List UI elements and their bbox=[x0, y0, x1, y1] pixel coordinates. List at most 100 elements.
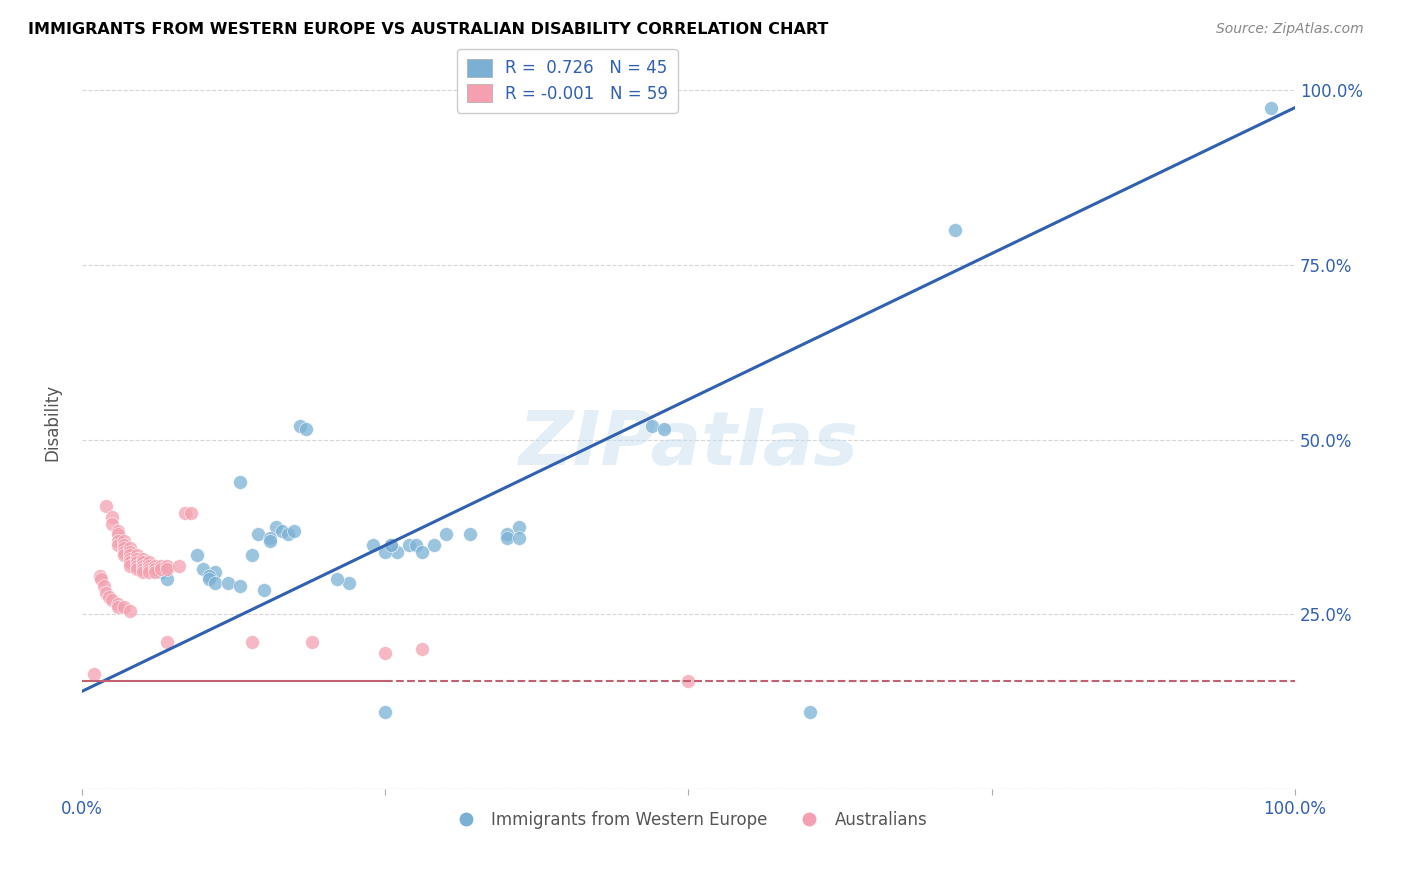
Point bbox=[138, 555, 160, 569]
Point bbox=[101, 593, 124, 607]
Point bbox=[107, 597, 129, 611]
Point bbox=[112, 541, 135, 555]
Point bbox=[271, 524, 294, 538]
Point bbox=[97, 590, 120, 604]
Point bbox=[678, 673, 700, 688]
Point bbox=[228, 579, 250, 593]
Point bbox=[259, 531, 281, 545]
Point bbox=[112, 600, 135, 615]
Point bbox=[112, 544, 135, 558]
Point bbox=[380, 537, 402, 551]
Point bbox=[458, 527, 481, 541]
Point bbox=[167, 558, 190, 573]
Point bbox=[120, 541, 142, 555]
Point bbox=[96, 499, 118, 513]
Point bbox=[180, 506, 202, 520]
Point bbox=[96, 586, 118, 600]
Point bbox=[228, 475, 250, 489]
Y-axis label: Disability: Disability bbox=[44, 384, 60, 461]
Point bbox=[93, 579, 115, 593]
Point bbox=[186, 548, 208, 562]
Point bbox=[125, 562, 148, 576]
Point bbox=[120, 544, 142, 558]
Point bbox=[174, 506, 197, 520]
Point bbox=[107, 524, 129, 538]
Point bbox=[120, 604, 142, 618]
Point bbox=[204, 566, 226, 580]
Point bbox=[149, 566, 172, 580]
Point bbox=[143, 566, 166, 580]
Point bbox=[325, 573, 347, 587]
Point bbox=[120, 551, 142, 566]
Point bbox=[398, 537, 420, 551]
Point bbox=[131, 562, 153, 576]
Point bbox=[193, 562, 215, 576]
Point bbox=[125, 548, 148, 562]
Point bbox=[799, 706, 821, 720]
Point bbox=[131, 551, 153, 566]
Point bbox=[107, 527, 129, 541]
Point bbox=[405, 537, 427, 551]
Point bbox=[156, 562, 179, 576]
Point bbox=[101, 509, 124, 524]
Point bbox=[156, 573, 179, 587]
Point bbox=[112, 548, 135, 562]
Point bbox=[125, 558, 148, 573]
Point bbox=[83, 666, 105, 681]
Point bbox=[198, 573, 221, 587]
Point bbox=[943, 223, 966, 237]
Point bbox=[387, 544, 409, 558]
Point bbox=[246, 527, 269, 541]
Point bbox=[508, 531, 530, 545]
Point bbox=[138, 562, 160, 576]
Point bbox=[277, 527, 299, 541]
Point bbox=[143, 558, 166, 573]
Point bbox=[508, 520, 530, 534]
Point bbox=[295, 422, 318, 436]
Point bbox=[374, 646, 396, 660]
Point bbox=[240, 548, 263, 562]
Point bbox=[380, 537, 402, 551]
Point bbox=[204, 576, 226, 591]
Point bbox=[253, 582, 276, 597]
Point bbox=[301, 635, 323, 649]
Point bbox=[107, 537, 129, 551]
Point bbox=[264, 520, 287, 534]
Point bbox=[131, 558, 153, 573]
Point bbox=[259, 534, 281, 549]
Point bbox=[361, 537, 384, 551]
Point bbox=[112, 537, 135, 551]
Point bbox=[131, 555, 153, 569]
Point bbox=[337, 576, 360, 591]
Point bbox=[89, 569, 111, 583]
Point bbox=[120, 558, 142, 573]
Point bbox=[411, 642, 433, 657]
Point bbox=[434, 527, 457, 541]
Point bbox=[1260, 101, 1282, 115]
Point bbox=[107, 534, 129, 549]
Point bbox=[411, 544, 433, 558]
Point bbox=[652, 422, 675, 436]
Point bbox=[641, 418, 664, 433]
Point bbox=[101, 516, 124, 531]
Point bbox=[90, 573, 112, 587]
Point bbox=[217, 576, 239, 591]
Point bbox=[131, 566, 153, 580]
Point bbox=[120, 555, 142, 569]
Point bbox=[156, 635, 179, 649]
Point bbox=[143, 562, 166, 576]
Point bbox=[138, 558, 160, 573]
Point bbox=[138, 566, 160, 580]
Point bbox=[149, 562, 172, 576]
Point bbox=[112, 534, 135, 549]
Point bbox=[495, 527, 517, 541]
Point bbox=[156, 558, 179, 573]
Text: IMMIGRANTS FROM WESTERN EUROPE VS AUSTRALIAN DISABILITY CORRELATION CHART: IMMIGRANTS FROM WESTERN EUROPE VS AUSTRA… bbox=[28, 22, 828, 37]
Legend: Immigrants from Western Europe, Australians: Immigrants from Western Europe, Australi… bbox=[443, 805, 934, 836]
Point bbox=[120, 548, 142, 562]
Point bbox=[125, 555, 148, 569]
Point bbox=[283, 524, 305, 538]
Point bbox=[240, 635, 263, 649]
Point bbox=[495, 531, 517, 545]
Text: ZIPatlas: ZIPatlas bbox=[519, 408, 859, 481]
